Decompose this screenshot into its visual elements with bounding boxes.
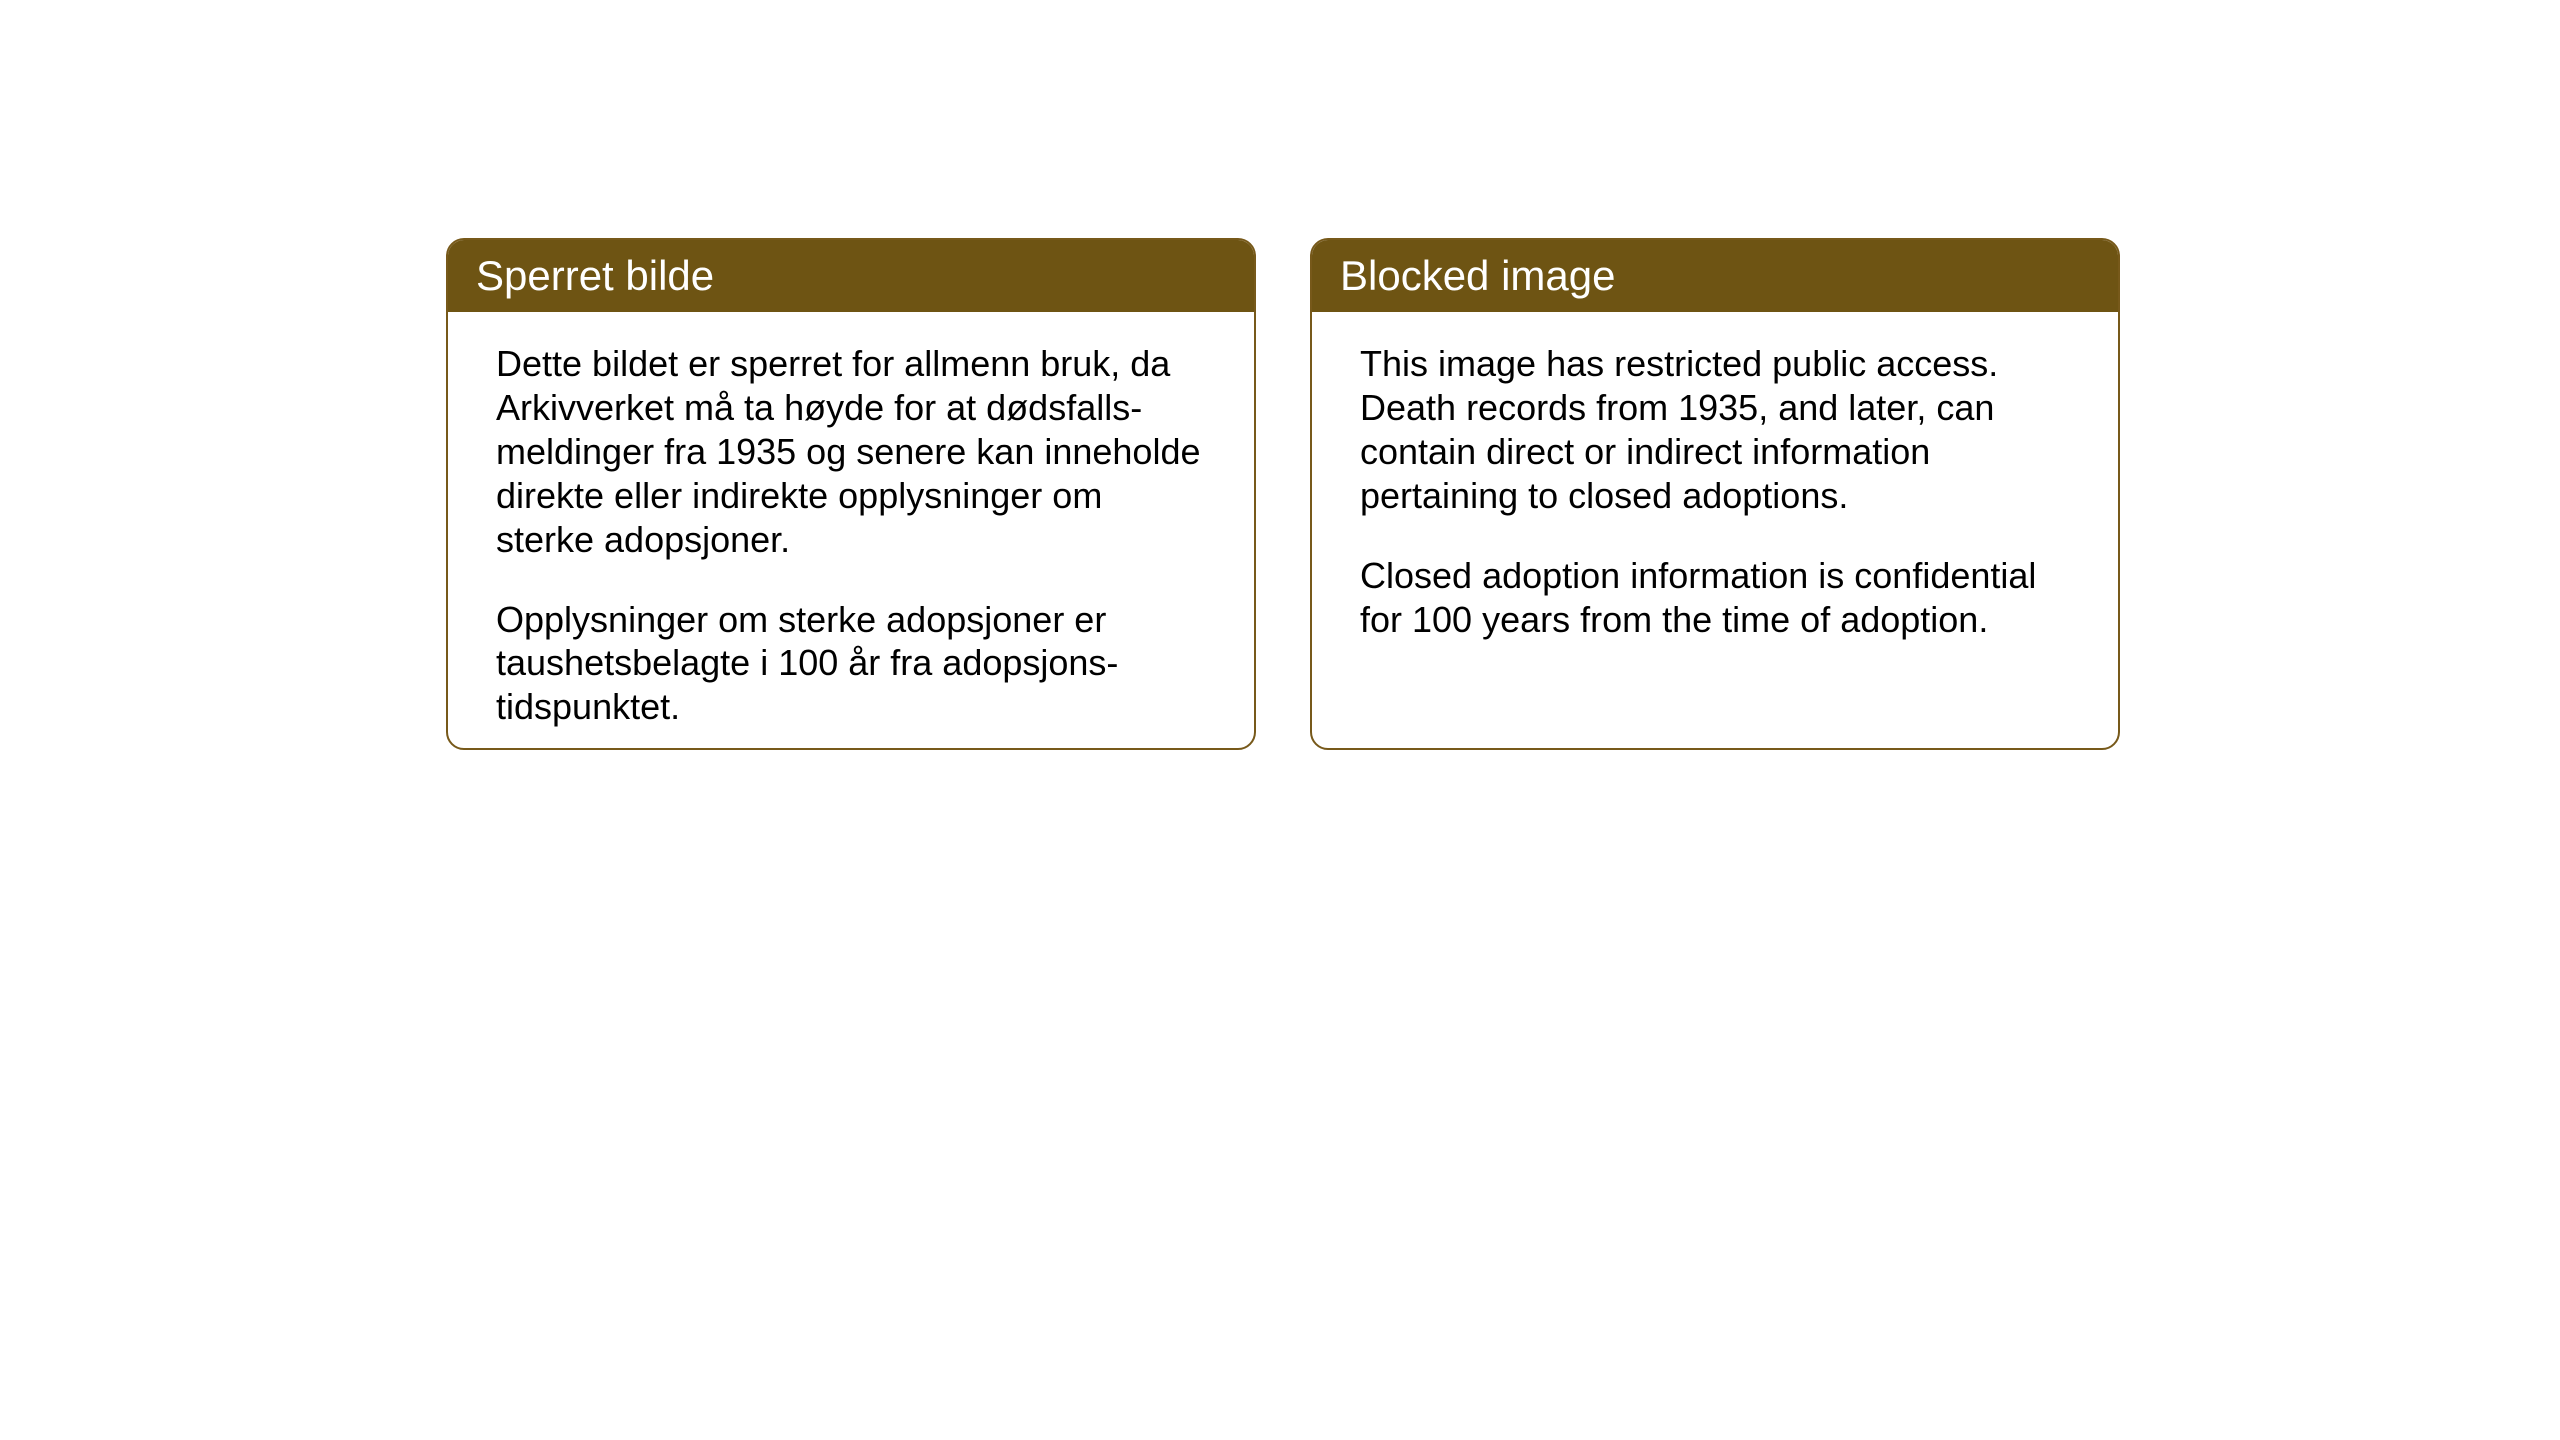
notice-cards-container: Sperret bilde Dette bildet er sperret fo… (446, 238, 2120, 750)
card-paragraph-norwegian-1: Dette bildet er sperret for allmenn bruk… (496, 342, 1206, 562)
card-body-english: This image has restricted public access.… (1312, 312, 2118, 671)
notice-card-english: Blocked image This image has restricted … (1310, 238, 2120, 750)
card-title-english: Blocked image (1340, 252, 1615, 299)
card-title-norwegian: Sperret bilde (476, 252, 714, 299)
card-paragraph-english-1: This image has restricted public access.… (1360, 342, 2070, 518)
card-paragraph-english-2: Closed adoption information is confident… (1360, 554, 2070, 642)
card-paragraph-norwegian-2: Opplysninger om sterke adopsjoner er tau… (496, 598, 1206, 730)
notice-card-norwegian: Sperret bilde Dette bildet er sperret fo… (446, 238, 1256, 750)
card-body-norwegian: Dette bildet er sperret for allmenn bruk… (448, 312, 1254, 750)
card-header-norwegian: Sperret bilde (448, 240, 1254, 312)
card-header-english: Blocked image (1312, 240, 2118, 312)
